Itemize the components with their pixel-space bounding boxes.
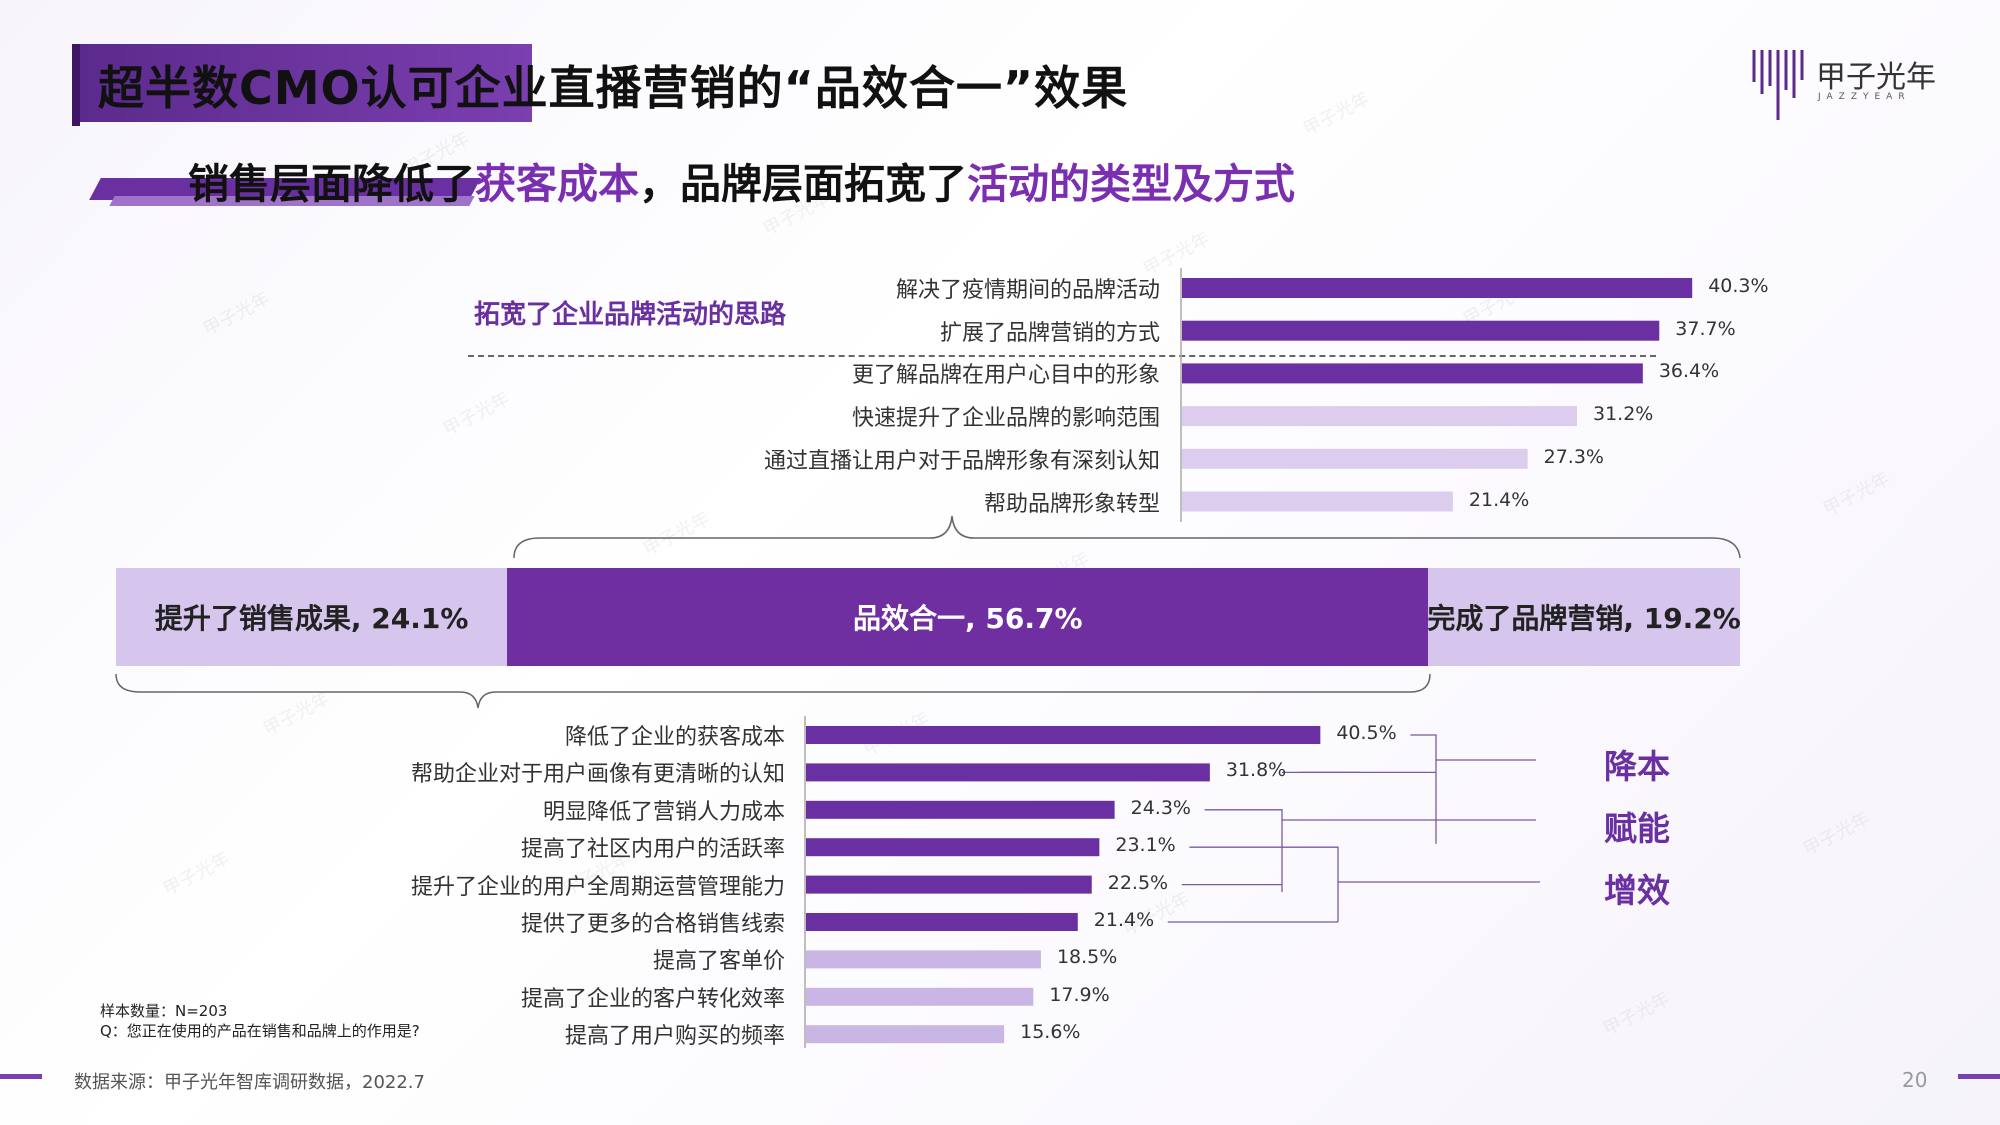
tag-efficiency: 增效 (1604, 871, 1670, 910)
logo-icon (1752, 50, 1804, 120)
bottom-value-label: 21.4% (1093, 909, 1155, 931)
bottom-value-label: 17.9% (1049, 983, 1110, 1006)
top-category-label: 更了解品牌在用户心目中的形象 (851, 363, 1160, 389)
top-bar (1182, 406, 1577, 427)
bottom-bar (806, 800, 1115, 819)
subtitle: 销售层面降低了获客成本，品牌层面拓宽了活动的类型及方式 (188, 150, 1295, 210)
bottom-value-label: 31.8% (1225, 759, 1287, 782)
top-bar (1182, 363, 1643, 384)
top-category-label: 帮助品牌形象转型 (983, 491, 1160, 517)
top-value-label: 27.3% (1543, 445, 1604, 468)
question-note: Q：您正在使用的产品在销售和品牌上的作用是? (100, 1022, 420, 1040)
top-bar (1182, 448, 1528, 469)
subtitle-part1: 销售层面降低了 (188, 160, 475, 208)
bottom-value-label: 18.5% (1056, 946, 1118, 969)
bottom-bar (806, 763, 1210, 782)
subtitle-highlight-2: 活动的类型及方式 (967, 160, 1295, 208)
page-number: 20 (1902, 1068, 1928, 1092)
title-band-edge (72, 44, 80, 126)
title-band (72, 44, 532, 122)
top-category-label: 解决了疫情期间的品牌活动 (895, 278, 1160, 303)
group-divider (468, 355, 1656, 357)
bottom-value-label: 22.5% (1107, 871, 1169, 894)
footer-accent-left (0, 1074, 42, 1079)
bottom-category-label: 明显降低了营销人力成本 (542, 799, 785, 825)
sample-note: 样本数量：N=203 (100, 1002, 228, 1020)
top-bar (1182, 320, 1660, 341)
bottom-category-label: 提高了用户购买的频率 (564, 1024, 785, 1050)
bottom-category-label: 提升了企业的用户全周期运营管理能力 (410, 874, 785, 900)
bottom-value-label: 23.1% (1115, 834, 1176, 857)
bottom-bar (806, 950, 1041, 969)
bottom-category-label: 提高了企业的客户转化效率 (520, 986, 785, 1012)
subtitle-highlight-1: 获客成本 (475, 160, 639, 208)
bottom-category-label: 帮助企业对于用户画像有更清晰的认知 (410, 762, 785, 788)
data-source: 数据来源：甲子光年智库调研数据，2022.7 (74, 1072, 425, 1093)
top-value-label: 37.7% (1675, 317, 1736, 340)
bottom-value-label: 15.6% (1020, 1021, 1081, 1044)
top-category-label: 扩展了品牌营销的方式 (939, 320, 1160, 346)
top-brace (513, 515, 1741, 559)
bottom-bar (806, 913, 1078, 931)
top-group-label: 拓宽了企业品牌活动的思路 (474, 300, 787, 330)
bottom-bar (806, 1025, 1005, 1044)
subtitle-part2: ，品牌层面拓宽了 (639, 160, 967, 208)
footer-accent-right (1958, 1074, 2000, 1079)
logo-text: 甲子光年 (1816, 60, 1936, 95)
logo-subtext: JAZZYEAR (1818, 92, 1911, 102)
top-value-label: 21.4% (1468, 488, 1530, 511)
bottom-value-label: 24.3% (1130, 796, 1191, 819)
top-value-label: 36.4% (1658, 360, 1720, 383)
bottom-category-label: 提供了更多的合格销售线索 (520, 912, 785, 937)
bottom-category-label: 降低了企业的获客成本 (564, 725, 785, 750)
connector-empower (1181, 771, 1360, 892)
bottom-bar (806, 726, 1321, 744)
bottom-bar (806, 838, 1100, 857)
bottom-value-label: 40.5% (1336, 722, 1397, 744)
tag-empower: 赋能 (1604, 809, 1670, 848)
top-value-label: 31.2% (1592, 403, 1654, 426)
top-category-label: 通过直播让用户对于品牌形象有深刻认知 (763, 448, 1160, 474)
stack-segment-sales: 提升了销售成果, 24.1% (116, 568, 508, 666)
top-value-label: 40.3% (1708, 275, 1769, 297)
page-title: 超半数CMO认可企业直播营销的“品效合一”效果 (98, 61, 1129, 115)
stack-segment-brand: 完成了品牌营销, 19.2% (1427, 568, 1741, 666)
top-bar (1182, 491, 1453, 512)
bottom-category-label: 提高了客单价 (652, 949, 785, 975)
bottom-category-label: 提高了社区内用户的活跃率 (520, 837, 785, 863)
stack-segment-combined: 品效合一, 56.7% (507, 568, 1429, 666)
tag-cost-reduction: 降本 (1604, 747, 1670, 786)
connector-efficiency (1167, 846, 1339, 923)
bottom-brace (115, 673, 1431, 709)
bottom-bar (806, 987, 1034, 1006)
bottom-bar (806, 875, 1092, 894)
top-bar (1182, 278, 1693, 298)
connector-cost (1299, 734, 1437, 844)
top-category-label: 快速提升了企业品牌的影响范围 (851, 406, 1160, 432)
